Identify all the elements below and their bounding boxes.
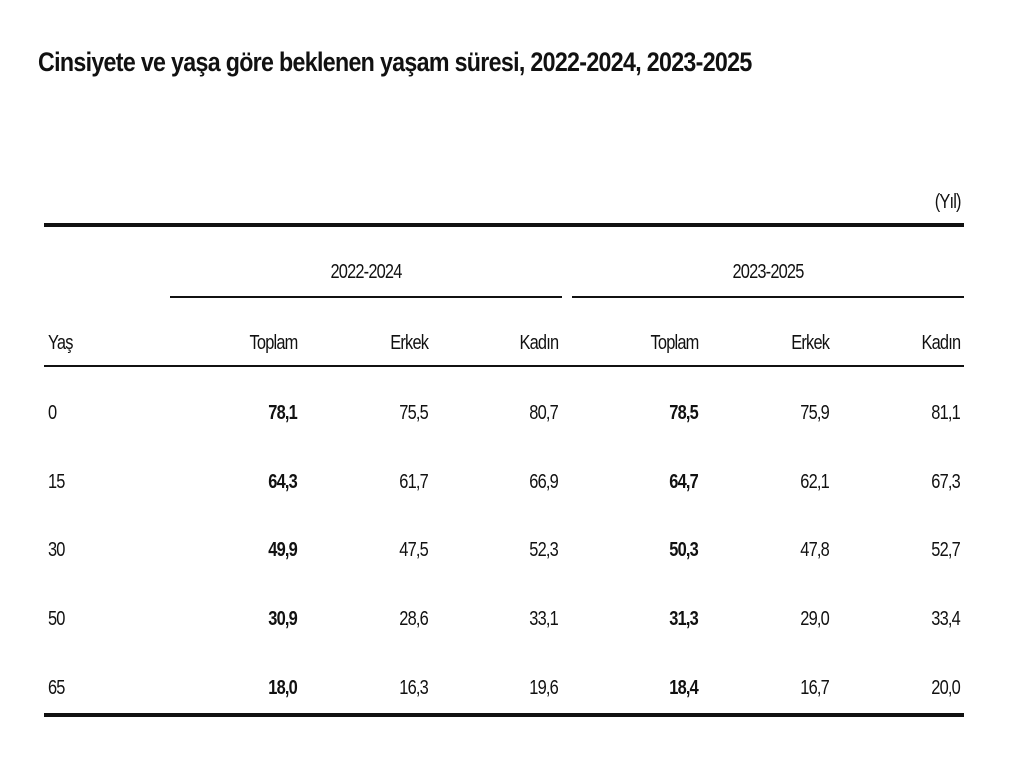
top-rule — [44, 223, 964, 227]
row-label: 15 — [48, 471, 65, 493]
cell: 16,7 — [800, 677, 829, 699]
row-label: 65 — [48, 677, 65, 699]
row-label: 0 — [48, 402, 57, 424]
cell: 64,7 — [669, 471, 698, 493]
cell: 52,3 — [529, 539, 558, 561]
cell: 16,3 — [399, 677, 428, 699]
cell: 81,1 — [931, 402, 960, 424]
header-rule — [44, 365, 964, 367]
column-header: Erkek — [791, 332, 830, 354]
cell: 47,5 — [399, 539, 428, 561]
unit: (Yıl) — [935, 191, 962, 213]
group-rule — [572, 296, 964, 298]
group-header: 2023-2025 — [732, 261, 804, 283]
group-header: 2022-2024 — [330, 261, 402, 283]
cell: 31,3 — [669, 608, 698, 630]
cell: 28,6 — [399, 608, 428, 630]
cell: 78,1 — [268, 402, 297, 424]
cell: 64,3 — [268, 471, 297, 493]
cell: 78,5 — [669, 402, 698, 424]
cell: 66,9 — [529, 471, 558, 493]
column-header: Kadın — [519, 332, 559, 354]
cell: 49,9 — [268, 539, 297, 561]
title: Cinsiyete ve yaşa göre beklenen yaşam sü… — [38, 47, 752, 77]
cell: 52,7 — [931, 539, 960, 561]
cell: 18,4 — [669, 677, 698, 699]
bottom-rule — [44, 713, 964, 717]
cell: 33,4 — [931, 608, 960, 630]
row-label: 50 — [48, 608, 65, 630]
cell: 75,5 — [399, 402, 428, 424]
cell: 30,9 — [268, 608, 297, 630]
column-header: Erkek — [390, 332, 429, 354]
column-header: Yaş — [48, 332, 73, 354]
cell: 19,6 — [529, 677, 558, 699]
column-header: Toplam — [249, 332, 298, 354]
cell: 20,0 — [931, 677, 960, 699]
cell: 33,1 — [529, 608, 558, 630]
cell: 80,7 — [529, 402, 558, 424]
cell: 75,9 — [800, 402, 829, 424]
cell: 47,8 — [800, 539, 829, 561]
cell: 61,7 — [399, 471, 428, 493]
group-rule — [170, 296, 562, 298]
cell: 50,3 — [669, 539, 698, 561]
cell: 29,0 — [800, 608, 829, 630]
row-label: 30 — [48, 539, 65, 561]
cell: 67,3 — [931, 471, 960, 493]
column-header: Toplam — [650, 332, 699, 354]
column-header: Kadın — [921, 332, 961, 354]
cell: 18,0 — [268, 677, 297, 699]
cell: 62,1 — [800, 471, 829, 493]
